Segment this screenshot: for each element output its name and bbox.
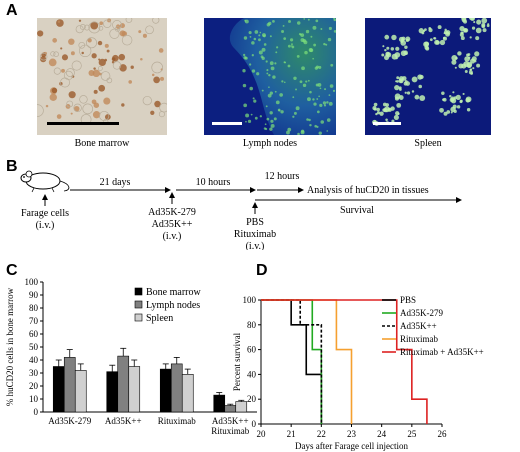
y-tick-label: 100 bbox=[25, 277, 39, 287]
bar-bone-marrow bbox=[52, 366, 65, 413]
y-tick-label: 20 bbox=[29, 381, 39, 391]
ad-route: (i.v.) bbox=[163, 231, 182, 242]
bar-bone-marrow bbox=[106, 371, 119, 413]
spleen-image bbox=[365, 18, 491, 135]
y-tick-label: 40 bbox=[29, 355, 39, 365]
bone-marrow-micrograph bbox=[37, 18, 167, 135]
y-tick-label: 100 bbox=[243, 295, 257, 305]
bar-spleen bbox=[235, 401, 248, 413]
lymph-node-micrograph bbox=[204, 18, 336, 135]
bar-bone-marrow bbox=[213, 394, 226, 413]
y-tick-label: 60 bbox=[29, 329, 39, 339]
bar-lymph-nodes bbox=[63, 357, 76, 413]
category-label: Rituximab bbox=[211, 426, 249, 436]
lymph-node-image bbox=[204, 18, 336, 135]
interval-10-hours: 10 hours bbox=[196, 177, 231, 188]
legend-swatch bbox=[134, 313, 143, 322]
bar-chart-huCD20: 0 10 20 30 40 50 60 70 80 90 100 % huCD20 cells in … bbox=[5, 277, 257, 436]
y-tick-label: 0 bbox=[252, 419, 257, 429]
category-label: Ad35K-279 bbox=[48, 416, 91, 426]
legend-swatch bbox=[134, 300, 143, 309]
x-axis-label: Days after Farage cell injection bbox=[295, 441, 408, 451]
caption-lymph-nodes: Lymph nodes bbox=[242, 138, 298, 149]
bar-spleen bbox=[181, 374, 194, 413]
scale-bar bbox=[212, 122, 242, 125]
spleen-micrograph bbox=[365, 18, 491, 135]
survival-curve-chart: 20 21 22 23 24 25 26 Days after Farage cell inj… bbox=[232, 295, 484, 451]
y-tick-label: 0 bbox=[34, 407, 39, 417]
panel-label-b: B bbox=[6, 158, 18, 175]
legend-entry: Rituximab + Ad35K++ bbox=[400, 347, 484, 357]
rituximab-route: (i.v.) bbox=[246, 241, 265, 250]
x-tick-label: 20 bbox=[257, 429, 267, 439]
legend-entry: Ad35K-279 bbox=[400, 308, 443, 318]
panel-label-d: D bbox=[256, 262, 268, 279]
bar-spleen bbox=[128, 366, 141, 413]
category-label: Rituximab bbox=[158, 416, 196, 426]
x-tick-label: 26 bbox=[438, 429, 448, 439]
panel-label-c: C bbox=[6, 262, 18, 279]
bar-lymph-nodes bbox=[224, 405, 237, 413]
bar-spleen bbox=[74, 370, 87, 413]
farage-route: (i.v.) bbox=[36, 220, 55, 231]
scale-bar bbox=[373, 122, 401, 125]
timeline-diagram: Farage cells (i.v.) 21 days Ad35K-279 Ad… bbox=[20, 170, 462, 250]
category-label: Ad35K++ bbox=[212, 416, 249, 426]
legend-entry: Spleen bbox=[146, 313, 173, 324]
caption-bone-marrow: Bone marrow bbox=[74, 138, 130, 149]
bar-lymph-nodes bbox=[117, 355, 130, 413]
y-tick-label: 20 bbox=[247, 394, 257, 404]
legend-swatch bbox=[134, 287, 143, 296]
y-tick-label: 40 bbox=[247, 369, 257, 379]
y-tick-label: 50 bbox=[29, 342, 39, 352]
mouse-icon bbox=[20, 170, 70, 193]
legend-entry: Bone marrow bbox=[146, 287, 201, 298]
interval-12-hours: 12 hours bbox=[265, 171, 300, 182]
survival-label: Survival bbox=[340, 205, 374, 216]
x-tick-label: 24 bbox=[377, 429, 387, 439]
pbs-label: PBS bbox=[246, 217, 264, 228]
y-tick-label: 80 bbox=[247, 320, 257, 330]
legend-entry: Ad35K++ bbox=[400, 321, 437, 331]
ad35k-279-label: Ad35K-279 bbox=[148, 207, 196, 218]
y-axis-label: Percent survival bbox=[232, 332, 242, 391]
x-tick-label: 21 bbox=[287, 429, 296, 439]
farage-label: Farage cells bbox=[21, 208, 69, 219]
y-tick-label: 70 bbox=[29, 316, 39, 326]
bone-marrow-image bbox=[37, 18, 167, 135]
x-tick-label: 25 bbox=[407, 429, 417, 439]
y-tick-label: 30 bbox=[29, 368, 39, 378]
y-axis-label: % huCD20 cells in bone marrow bbox=[5, 287, 15, 406]
category-label: Ad35K++ bbox=[105, 416, 142, 426]
caption-spleen: Spleen bbox=[414, 138, 442, 149]
legend-entry: PBS bbox=[400, 295, 416, 305]
x-tick-label: 22 bbox=[317, 429, 326, 439]
scale-bar bbox=[47, 122, 119, 125]
y-tick-label: 10 bbox=[29, 394, 39, 404]
legend-entry: Rituximab bbox=[400, 334, 438, 344]
interval-21-days: 21 days bbox=[100, 177, 131, 188]
y-tick-labels: 0 20 40 60 80 100 bbox=[243, 295, 257, 429]
y-tick-label: 60 bbox=[247, 345, 257, 355]
y-tick-label: 90 bbox=[29, 290, 39, 300]
rituximab-label: Rituximab bbox=[234, 229, 276, 240]
legend-entry: Lymph nodes bbox=[146, 300, 200, 311]
panel-label-a: A bbox=[6, 2, 18, 19]
ad35k-plus-label: Ad35K++ bbox=[152, 219, 193, 230]
analysis-label: Analysis of huCD20 in tissues bbox=[307, 185, 429, 196]
x-tick-label: 23 bbox=[347, 429, 357, 439]
bar-bone-marrow bbox=[159, 368, 172, 413]
bar-lymph-nodes bbox=[170, 363, 183, 413]
y-tick-label: 80 bbox=[29, 303, 39, 313]
survival-line-rituximab-ad35k- bbox=[261, 299, 428, 424]
